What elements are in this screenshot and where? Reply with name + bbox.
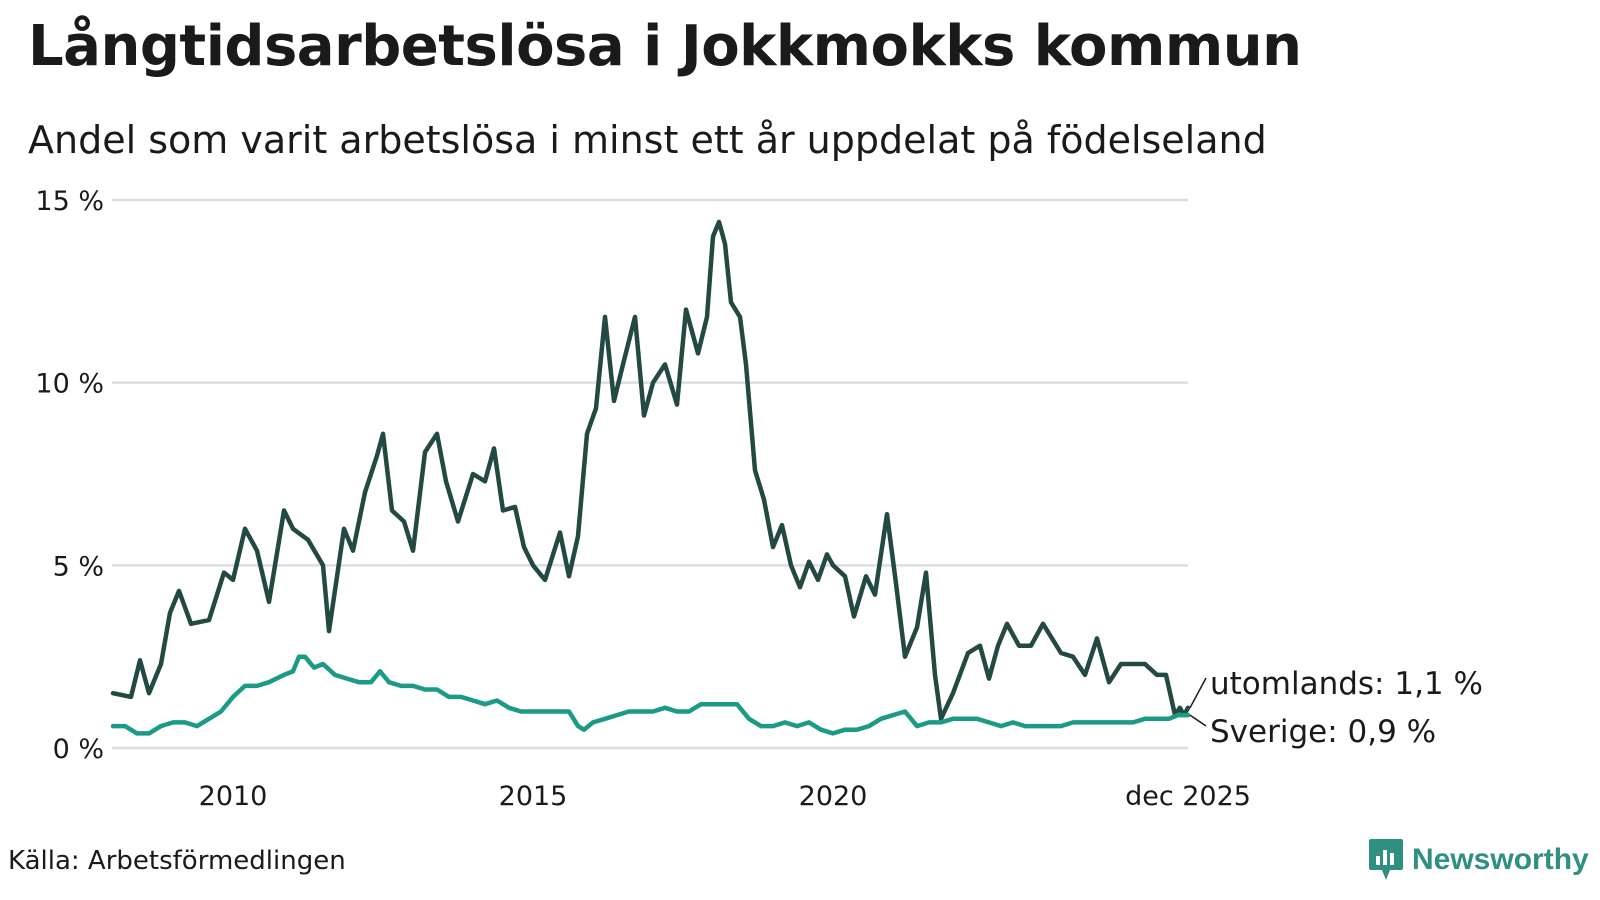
y-tick-label: 10 % xyxy=(35,369,104,400)
y-tick-label: 15 % xyxy=(35,186,104,217)
brand-name: Newsworthy xyxy=(1412,843,1589,876)
x-tick-label: 2010 xyxy=(199,781,268,812)
series-line-utomlands xyxy=(110,219,1191,722)
y-tick-label: 0 % xyxy=(53,734,104,765)
bar-chart-icon xyxy=(1369,839,1403,880)
x-tick-label: dec 2025 xyxy=(1125,781,1251,812)
series-end-label-utomlands: utomlands: 1,1 % xyxy=(1210,666,1483,702)
source-note: Källa: Arbetsförmedlingen xyxy=(8,846,346,876)
x-axis-labels: 2010 2015 2020 dec 2025 xyxy=(199,781,1251,812)
x-tick-label: 2020 xyxy=(799,781,868,812)
y-axis-labels: 0 % 5 % 10 % 15 % xyxy=(35,186,104,765)
leader-line-utomlands xyxy=(1189,677,1207,709)
x-tick-label: 2015 xyxy=(499,781,568,812)
series-line-sverige xyxy=(110,654,1191,736)
chart-subtitle: Andel som varit arbetslösa i minst ett å… xyxy=(28,118,1267,162)
leader-line-sverige xyxy=(1189,714,1207,727)
gridlines xyxy=(112,198,1188,750)
series-end-label-sverige: Sverige: 0,9 % xyxy=(1210,714,1436,750)
brand-logo: Newsworthy xyxy=(1368,838,1589,882)
series-end-labels: utomlands: 1,1 % Sverige: 0,9 % xyxy=(1189,666,1483,750)
y-tick-label: 5 % xyxy=(53,551,104,582)
chart-title: Långtidsarbetslösa i Jokkmokks kommun xyxy=(28,14,1302,79)
series-lines xyxy=(110,219,1191,736)
